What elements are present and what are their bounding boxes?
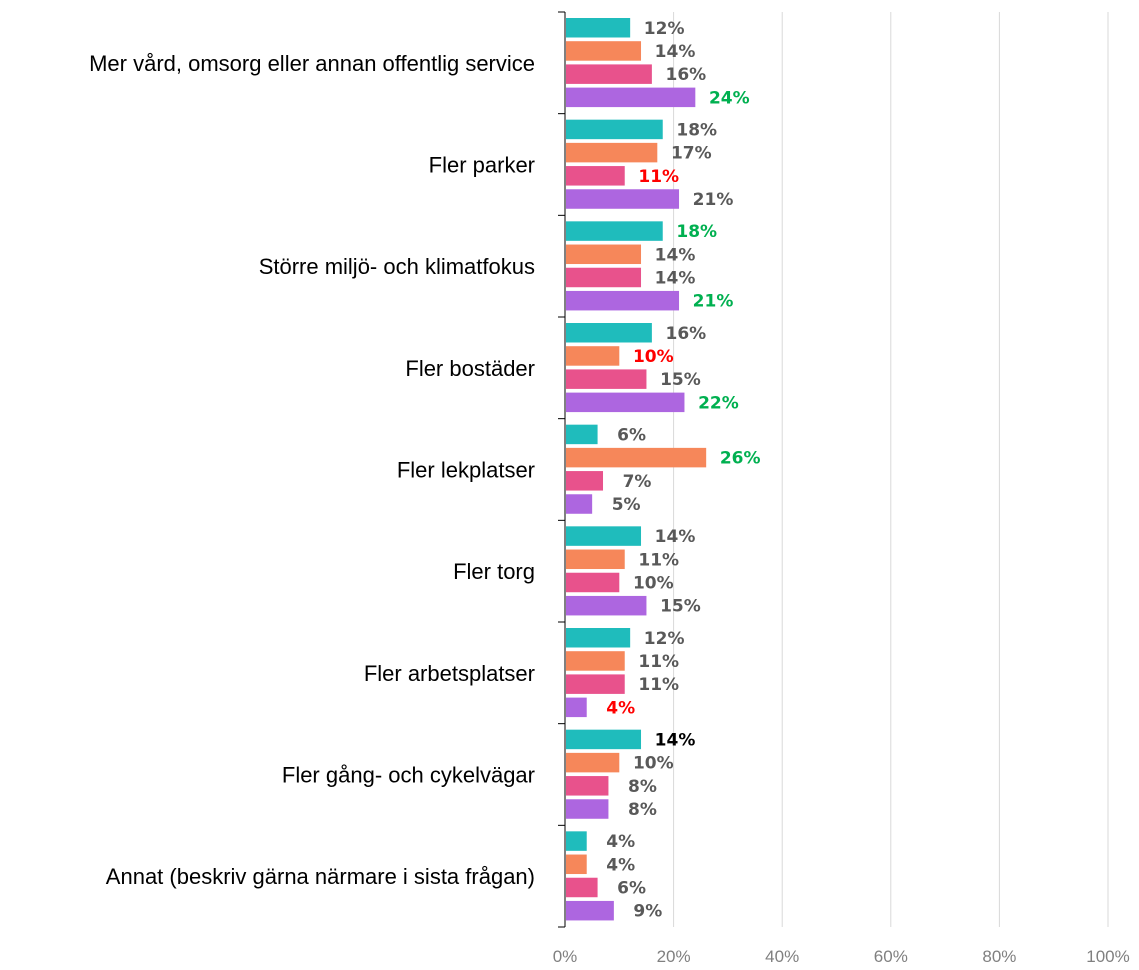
category-label-line: Fler torg [453,559,535,584]
bar [566,424,598,445]
data-label: 14% [655,730,696,750]
bar [566,290,680,311]
x-tick-label: 0% [553,947,578,966]
data-label: 15% [660,370,701,390]
bar [566,18,631,38]
bar [566,346,620,366]
data-label: 17% [671,144,712,164]
category-label-line: Fler parker [429,153,535,178]
bar [566,323,652,343]
data-label: 8% [628,800,657,820]
bar [566,267,642,288]
category-label: Fler parker [429,153,535,178]
data-label: 16% [666,65,707,85]
data-label: 16% [666,324,707,344]
data-label: 11% [638,550,679,570]
data-label: 4% [606,832,635,852]
bar [566,729,642,750]
bar [566,119,663,140]
bar [566,189,680,209]
bar [566,64,652,84]
bar [566,572,620,593]
bar [566,831,587,851]
data-label: 11% [638,167,679,187]
category-label: Fler bostäder [405,356,535,381]
data-label: 15% [660,597,701,617]
bar [566,142,658,163]
category-label-line: Annat (beskriv gärna närmare i sista frå… [106,864,535,889]
bar [566,447,707,468]
data-label: 6% [617,425,646,445]
x-tick-label: 20% [657,947,691,966]
bar [566,799,609,819]
category-label: Fler lekplatser [397,458,535,483]
category-label-line: Fler gång- och cykelvägar [282,763,535,788]
x-tick-label: 60% [874,947,908,966]
data-label: 22% [698,393,739,413]
category-label-line: Fler lekplatser [397,458,535,483]
bar [566,651,625,671]
x-tick-label: 80% [982,947,1016,966]
category-label: Fler gång- och cykelvägar [282,763,535,788]
data-label: 4% [606,855,635,875]
data-label: 10% [633,347,674,367]
data-label: 14% [655,245,696,265]
data-label: 14% [655,527,696,547]
bar [566,549,625,570]
bar [566,674,625,694]
data-label: 5% [612,495,641,515]
category-label-line: Större miljö- och klimatfokus [259,254,535,279]
bar [566,526,642,546]
category-label-line: Fler arbetsplatser [364,661,535,686]
x-tick-label: 40% [765,947,799,966]
data-label: 21% [693,292,734,312]
bar [566,854,587,875]
bar [566,628,631,648]
data-label: 11% [638,652,679,672]
data-label: 18% [676,222,717,242]
bar [566,244,642,265]
category-label: Fler arbetsplatser [364,661,535,686]
data-label: 10% [633,754,674,774]
data-label: 8% [628,777,657,797]
data-label: 24% [709,88,750,108]
data-label: 26% [720,449,761,469]
data-label: 11% [638,675,679,695]
category-label: Mer vård, omsorg eller annan offentlig s… [89,51,535,76]
bar [566,900,614,921]
bar [566,471,604,491]
bar [566,595,647,616]
data-label: 7% [623,472,652,492]
x-tick-label: 100% [1086,947,1129,966]
bar [566,41,642,61]
data-label: 4% [606,698,635,718]
category-label-line: Mer vård, omsorg eller annan offentlig s… [89,51,535,76]
data-label: 18% [676,120,717,140]
category-label: Fler torg [453,559,535,584]
data-label: 14% [655,42,696,62]
category-label-line: Fler bostäder [405,356,535,381]
data-label: 21% [693,190,734,210]
data-label: 14% [655,268,696,288]
data-label: 6% [617,878,646,898]
bar [566,221,663,241]
bar [566,392,685,413]
category-label: Större miljö- och klimatfokus [259,254,535,279]
bar [566,752,620,773]
bar [566,776,609,796]
data-label: 12% [644,19,685,39]
category-label: Annat (beskriv gärna närmare i sista frå… [106,864,535,889]
bar [566,697,587,718]
data-label: 10% [633,573,674,593]
data-label: 12% [644,629,685,649]
bar [566,166,625,186]
bar [566,877,598,898]
bar [566,369,647,389]
bar [566,494,593,514]
bar [566,87,696,108]
data-label: 9% [633,902,662,922]
